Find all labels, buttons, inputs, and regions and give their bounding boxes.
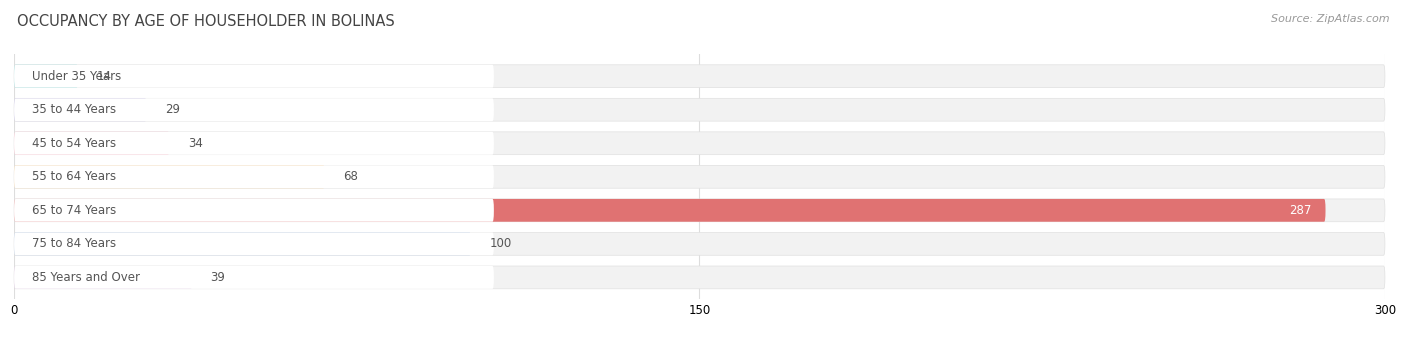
Text: 100: 100: [489, 237, 512, 250]
FancyBboxPatch shape: [14, 65, 79, 88]
Text: 75 to 84 Years: 75 to 84 Years: [32, 237, 117, 250]
FancyBboxPatch shape: [14, 233, 494, 255]
Text: 55 to 64 Years: 55 to 64 Years: [32, 170, 117, 183]
FancyBboxPatch shape: [14, 98, 1385, 121]
FancyBboxPatch shape: [14, 165, 1385, 188]
FancyBboxPatch shape: [14, 65, 1385, 88]
FancyBboxPatch shape: [14, 266, 193, 289]
Text: 35 to 44 Years: 35 to 44 Years: [32, 103, 117, 116]
FancyBboxPatch shape: [14, 199, 1326, 222]
Text: 68: 68: [343, 170, 359, 183]
FancyBboxPatch shape: [14, 233, 471, 255]
Text: 14: 14: [96, 70, 111, 83]
FancyBboxPatch shape: [14, 199, 494, 222]
Text: 65 to 74 Years: 65 to 74 Years: [32, 204, 117, 217]
FancyBboxPatch shape: [14, 98, 494, 121]
FancyBboxPatch shape: [14, 266, 494, 289]
Text: Source: ZipAtlas.com: Source: ZipAtlas.com: [1271, 14, 1389, 23]
FancyBboxPatch shape: [14, 165, 325, 188]
FancyBboxPatch shape: [14, 165, 494, 188]
Text: 85 Years and Over: 85 Years and Over: [32, 271, 141, 284]
FancyBboxPatch shape: [14, 65, 494, 88]
FancyBboxPatch shape: [14, 132, 494, 155]
Text: 287: 287: [1289, 204, 1312, 217]
Text: Under 35 Years: Under 35 Years: [32, 70, 121, 83]
Text: 45 to 54 Years: 45 to 54 Years: [32, 137, 117, 150]
FancyBboxPatch shape: [14, 98, 146, 121]
FancyBboxPatch shape: [14, 132, 1385, 155]
FancyBboxPatch shape: [14, 266, 1385, 289]
Text: 29: 29: [165, 103, 180, 116]
Text: OCCUPANCY BY AGE OF HOUSEHOLDER IN BOLINAS: OCCUPANCY BY AGE OF HOUSEHOLDER IN BOLIN…: [17, 14, 395, 29]
Text: 34: 34: [188, 137, 202, 150]
FancyBboxPatch shape: [14, 199, 1385, 222]
FancyBboxPatch shape: [14, 233, 1385, 255]
Text: 39: 39: [211, 271, 225, 284]
FancyBboxPatch shape: [14, 132, 170, 155]
